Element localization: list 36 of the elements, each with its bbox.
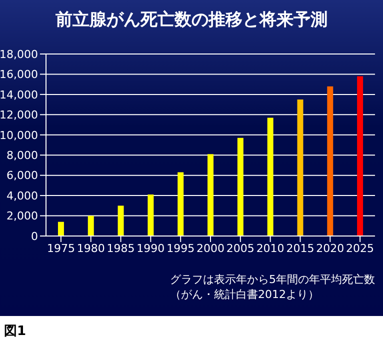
x-tick-label: 2000 <box>196 242 224 255</box>
y-tick-label: 4,000 <box>6 189 38 202</box>
y-tick-label: 8,000 <box>6 149 38 162</box>
y-tick-label: 18,000 <box>0 48 38 61</box>
x-tick-label: 2015 <box>286 242 314 255</box>
text: グラフは表示年から5年間の年平均死亡数 <box>170 272 375 287</box>
x-tick-label: 1975 <box>46 242 75 255</box>
x-tick-label: 1985 <box>106 242 135 255</box>
x-tick-label: 2010 <box>256 242 284 255</box>
bar <box>148 194 154 236</box>
y-tick-label: 2,000 <box>6 210 38 223</box>
y-tick-label: 0 <box>31 230 38 243</box>
bar <box>327 86 334 236</box>
y-tick-label: 6,000 <box>6 169 38 182</box>
bar <box>297 100 304 236</box>
x-tick-label: 2020 <box>316 242 344 255</box>
bar <box>118 206 124 236</box>
bar <box>357 76 364 236</box>
x-tick-label: 2025 <box>346 242 374 255</box>
x-tick-label: 2005 <box>226 242 254 255</box>
y-tick-label: 14,000 <box>0 88 38 102</box>
x-tick-label: 1990 <box>136 242 165 255</box>
chart-title: 前立腺がん死亡数の推移と将来予測 <box>54 9 328 31</box>
y-tick-label: 16,000 <box>0 68 38 82</box>
bar <box>58 222 64 236</box>
y-tick-label: 12,000 <box>0 108 38 122</box>
x-tick-label: 1980 <box>76 242 105 255</box>
bar <box>237 138 244 236</box>
x-tick-label: 1995 <box>166 242 195 255</box>
bar <box>178 172 184 236</box>
bar <box>208 154 214 236</box>
bar <box>267 118 274 236</box>
caption: 図1 <box>4 323 26 340</box>
y-tick-label: 10,000 <box>0 128 38 142</box>
bar <box>88 216 94 236</box>
text: （がん・統計白書2012より） <box>170 287 320 302</box>
